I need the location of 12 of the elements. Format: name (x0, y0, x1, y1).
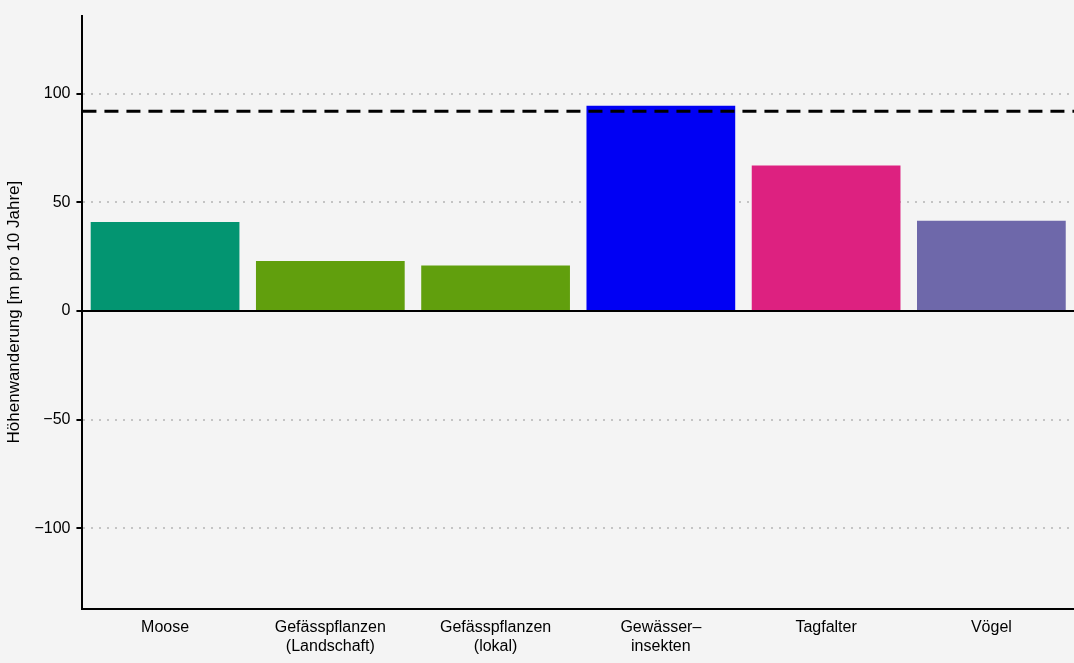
y-tick-label: −100 (34, 518, 71, 536)
x-tick-label: Moose (141, 617, 190, 635)
y-axis-title: Höhenwanderung [m pro 10 Jahre] (3, 180, 23, 444)
x-tick-label: Gefässpflanzen (Landschaft) (274, 617, 386, 654)
x-tick-label: Vögel (970, 617, 1012, 635)
y-tick-label: 50 (52, 192, 71, 210)
y-tick-label: 100 (43, 84, 71, 102)
x-tick-label: Gefässpflanzen (lokal) (440, 617, 552, 654)
x-tick-label: Gewässer– insekten (620, 617, 702, 654)
y-tick-label: 0 (61, 301, 71, 319)
x-tick-label: Tagfalter (795, 617, 858, 635)
y-tick-label: −50 (43, 410, 71, 428)
